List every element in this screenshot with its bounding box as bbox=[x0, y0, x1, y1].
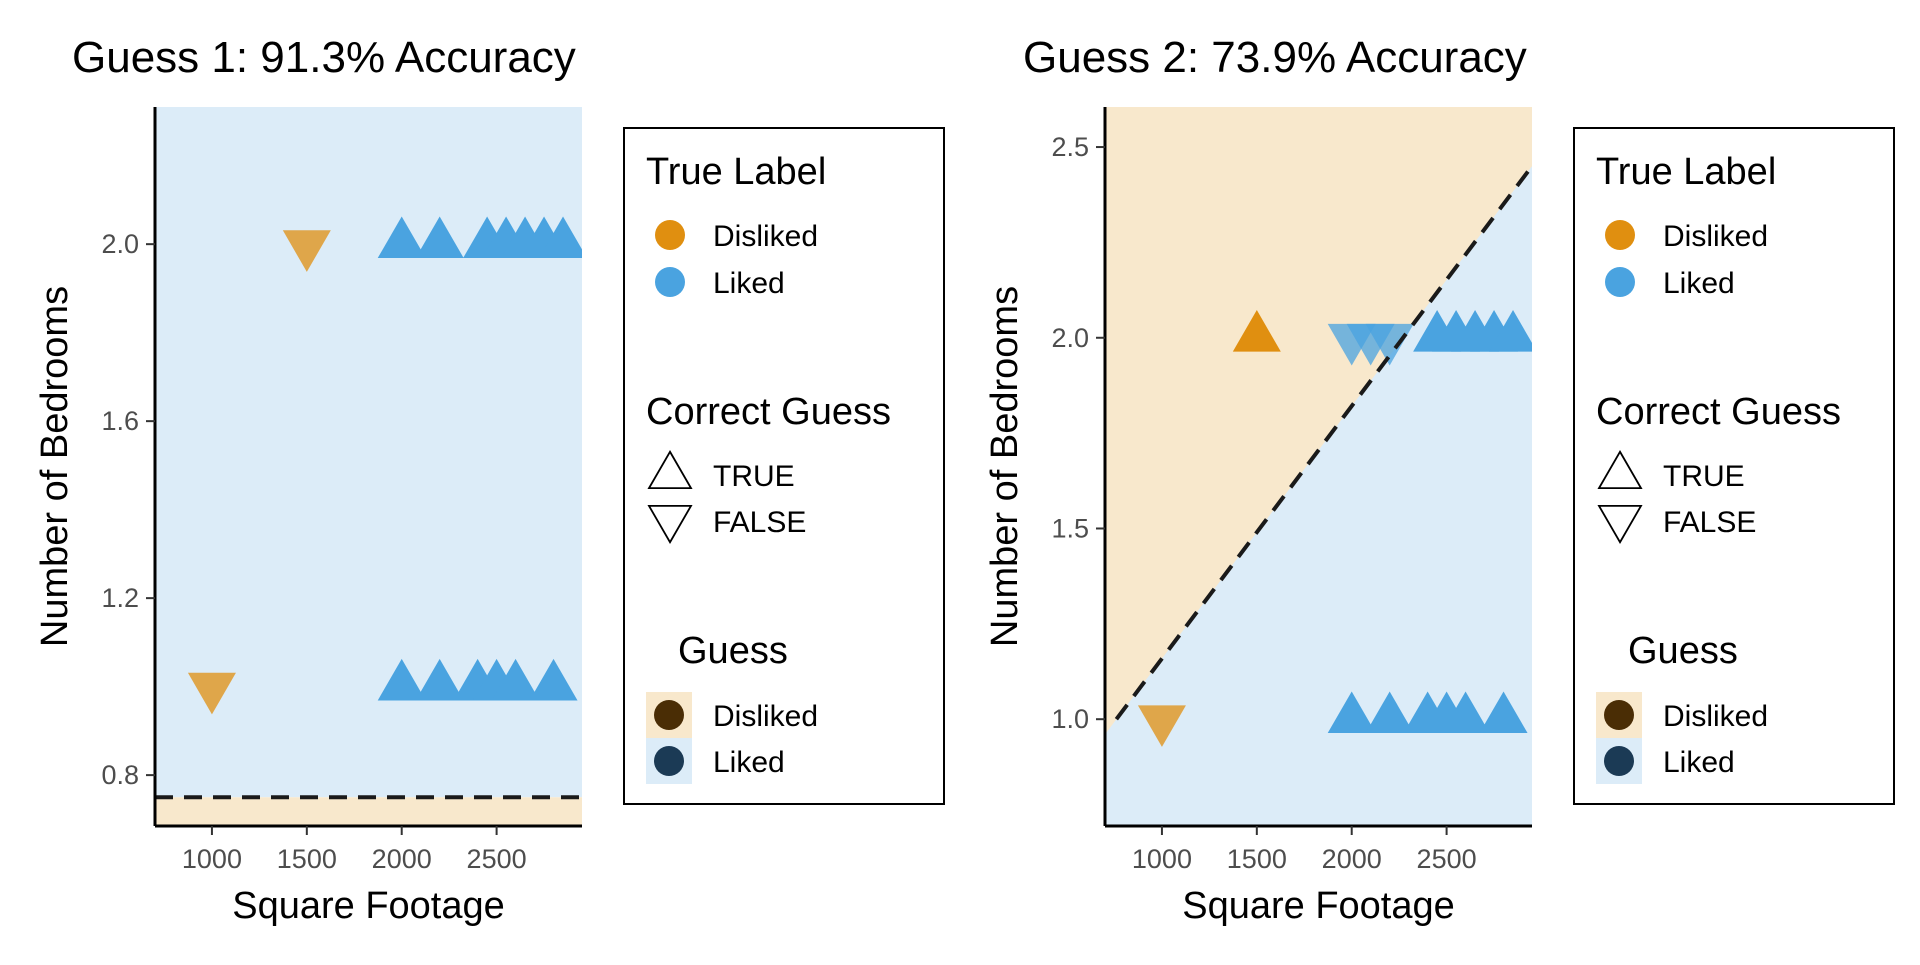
x-tick-label: 1500 bbox=[1227, 844, 1287, 874]
y-tick-label: 2.0 bbox=[1051, 323, 1089, 353]
x-tick-label: 2500 bbox=[467, 844, 527, 874]
legend-label-liked: Liked bbox=[1663, 267, 1735, 300]
legend-key-guess-liked bbox=[654, 746, 684, 776]
data-point-disliked-1 bbox=[1232, 310, 1281, 352]
data-point-liked-9 bbox=[539, 216, 582, 259]
legend-key-liked bbox=[655, 267, 685, 297]
plot-area bbox=[155, 107, 582, 826]
legend: True Label Disliked Liked Correct Guess TRUE… bbox=[1573, 127, 1895, 805]
data-point-disliked-2 bbox=[187, 672, 236, 715]
plot-area bbox=[1105, 107, 1532, 826]
legend-title-guess: Guess bbox=[678, 630, 788, 672]
legend-label-disliked: Disliked bbox=[713, 220, 818, 253]
legend-title-true-label: True Label bbox=[1596, 151, 1776, 193]
x-tick-label: 2000 bbox=[372, 844, 432, 874]
x-tick-label: 1000 bbox=[1132, 844, 1192, 874]
region-above bbox=[1105, 107, 1532, 735]
y-axis-title: Number of Bedrooms bbox=[34, 286, 76, 647]
chart-panel-2: 1000 1500 2000 2500 1.0 1.5 2.0 2.5 Guess 2: 73.… bbox=[984, 33, 1895, 927]
legend-key-true bbox=[1597, 449, 1643, 490]
x-tick-label: 1500 bbox=[277, 844, 337, 874]
legend-key-disliked bbox=[1605, 220, 1635, 250]
legend-key-disliked bbox=[655, 220, 685, 250]
legend-title-true-label: True Label bbox=[646, 151, 826, 193]
x-tick-label: 2500 bbox=[1417, 844, 1477, 874]
data-point-liked-14 bbox=[491, 658, 540, 701]
legend-key-false bbox=[1597, 504, 1643, 545]
y-axis-title: Number of Bedrooms bbox=[984, 286, 1026, 647]
y-tick-label: 1.6 bbox=[101, 406, 139, 436]
data-point-liked-15 bbox=[1441, 691, 1490, 734]
legend-title-correct-guess: Correct Guess bbox=[646, 391, 891, 433]
region-below bbox=[155, 797, 582, 826]
data-point-liked-11 bbox=[415, 658, 464, 701]
x-axis-title: Square Footage bbox=[232, 885, 505, 927]
legend-key-guess-disliked bbox=[1604, 700, 1634, 730]
legend-label-guess-liked: Liked bbox=[1663, 746, 1735, 779]
data-point-liked-16 bbox=[1479, 691, 1528, 734]
data-point-disliked-2 bbox=[1137, 705, 1186, 747]
legend: True Label Disliked Liked Correct Guess TRUE… bbox=[623, 127, 945, 805]
legend-label-false: FALSE bbox=[1663, 506, 1756, 539]
data-point-liked-3 bbox=[377, 216, 426, 259]
y-tick-label: 2.0 bbox=[101, 229, 139, 259]
data-point-liked-10 bbox=[377, 658, 426, 701]
legend-label-true: TRUE bbox=[713, 460, 795, 493]
y-tick-label: 0.8 bbox=[101, 760, 139, 790]
y-tick-label: 1.0 bbox=[1051, 704, 1089, 734]
legend-label-liked: Liked bbox=[713, 267, 785, 300]
chart-title: Guess 2: 73.9% Accuracy bbox=[1023, 33, 1527, 82]
x-tick-label: 1000 bbox=[182, 844, 242, 874]
legend-title-guess: Guess bbox=[1628, 630, 1738, 672]
y-tick-label: 2.5 bbox=[1051, 132, 1089, 162]
legend-label-guess-liked: Liked bbox=[713, 746, 785, 779]
legend-key-false bbox=[647, 504, 693, 545]
chart-title: Guess 1: 91.3% Accuracy bbox=[72, 33, 576, 82]
data-point-disliked-1 bbox=[282, 230, 331, 272]
x-axis-title: Square Footage bbox=[1182, 885, 1455, 927]
legend-label-false: FALSE bbox=[713, 506, 806, 539]
data-point-liked-5 bbox=[1365, 323, 1414, 366]
legend-label-guess-disliked: Disliked bbox=[713, 700, 818, 733]
legend-title-correct-guess: Correct Guess bbox=[1596, 391, 1841, 433]
data-point-liked-10 bbox=[1489, 310, 1532, 352]
legend-key-guess-liked bbox=[1604, 746, 1634, 776]
chart-panel-1: 1000 1500 2000 2500 0.8 1.2 1.6 2.0 Guess 1: 91.… bbox=[34, 33, 945, 927]
legend-label-true: TRUE bbox=[1663, 460, 1745, 493]
legend-key-liked bbox=[1605, 267, 1635, 297]
y-tick-label: 1.5 bbox=[1051, 513, 1089, 543]
x-tick-label: 2000 bbox=[1322, 844, 1382, 874]
y-tick-label: 1.2 bbox=[101, 583, 139, 613]
data-point-liked-11 bbox=[1327, 691, 1376, 734]
legend-key-true bbox=[647, 449, 693, 490]
data-point-liked-15 bbox=[529, 658, 578, 701]
data-point-liked-12 bbox=[1365, 691, 1414, 734]
legend-label-disliked: Disliked bbox=[1663, 220, 1768, 253]
data-point-liked-4 bbox=[415, 216, 464, 259]
legend-key-guess-disliked bbox=[654, 700, 684, 730]
legend-label-guess-disliked: Disliked bbox=[1663, 700, 1768, 733]
